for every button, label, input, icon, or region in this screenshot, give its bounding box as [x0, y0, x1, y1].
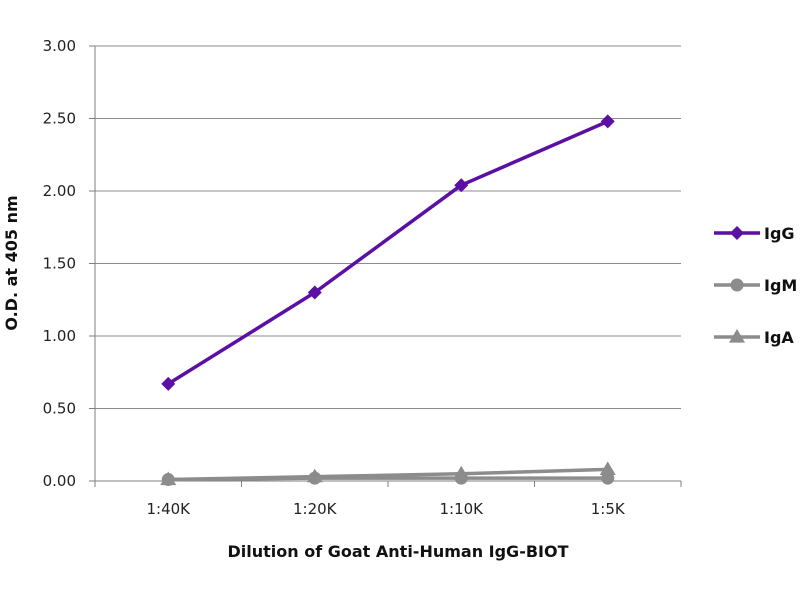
- x-tick-label: 1:5K: [591, 500, 626, 518]
- legend-label-igm: IgM: [764, 276, 797, 295]
- y-tick-label: 3.00: [43, 37, 76, 55]
- data-point-igm: [601, 471, 615, 485]
- legend-marker-iga: [729, 329, 745, 343]
- x-tick-labels: 1:40K 1:20K 1:10K 1:5K: [146, 500, 625, 518]
- x-tick-label: 1:20K: [293, 500, 338, 518]
- y-tick-label: 0.00: [43, 472, 76, 490]
- series-line-igg: [167, 119, 609, 386]
- y-tick-label: 1.00: [43, 327, 76, 345]
- series-igg: [161, 114, 615, 391]
- axes: [89, 45, 682, 487]
- y-tick-labels: 0.00 0.50 1.00 1.50 2.00 2.50 3.00: [43, 37, 76, 490]
- data-point-igg: [161, 376, 176, 391]
- y-tick-label: 1.50: [43, 255, 76, 273]
- legend-item-igm: IgM: [714, 276, 797, 295]
- legend-item-igg: IgG: [714, 224, 795, 243]
- gridlines: [95, 45, 681, 409]
- x-tick-label: 1:40K: [146, 500, 191, 518]
- legend: IgG IgM IgA: [714, 224, 797, 347]
- y-tick-label: 2.50: [43, 110, 76, 128]
- data-point-igm: [308, 471, 322, 485]
- y-tick-label: 0.50: [43, 400, 76, 418]
- data-point-iga: [599, 461, 616, 475]
- data-point-igm: [161, 473, 175, 487]
- series-line-igm: [168, 476, 608, 482]
- legend-label-igg: IgG: [764, 224, 795, 243]
- legend-marker-igm: [730, 278, 744, 292]
- data-point-igm: [454, 471, 468, 485]
- x-tick-label: 1:10K: [439, 500, 484, 518]
- series-group: [160, 114, 616, 487]
- y-tick-label: 2.00: [43, 182, 76, 200]
- legend-label-iga: IgA: [764, 328, 794, 347]
- data-point-igg: [600, 114, 615, 129]
- x-axis-title: Dilution of Goat Anti-Human IgG-BIOT: [228, 542, 569, 561]
- y-axis-title: O.D. at 405 nm: [2, 195, 21, 330]
- legend-item-iga: IgA: [714, 328, 794, 347]
- legend-marker-igg: [730, 226, 744, 240]
- series-igm: [161, 471, 615, 487]
- data-point-igg: [307, 285, 322, 300]
- data-point-igg: [454, 178, 469, 193]
